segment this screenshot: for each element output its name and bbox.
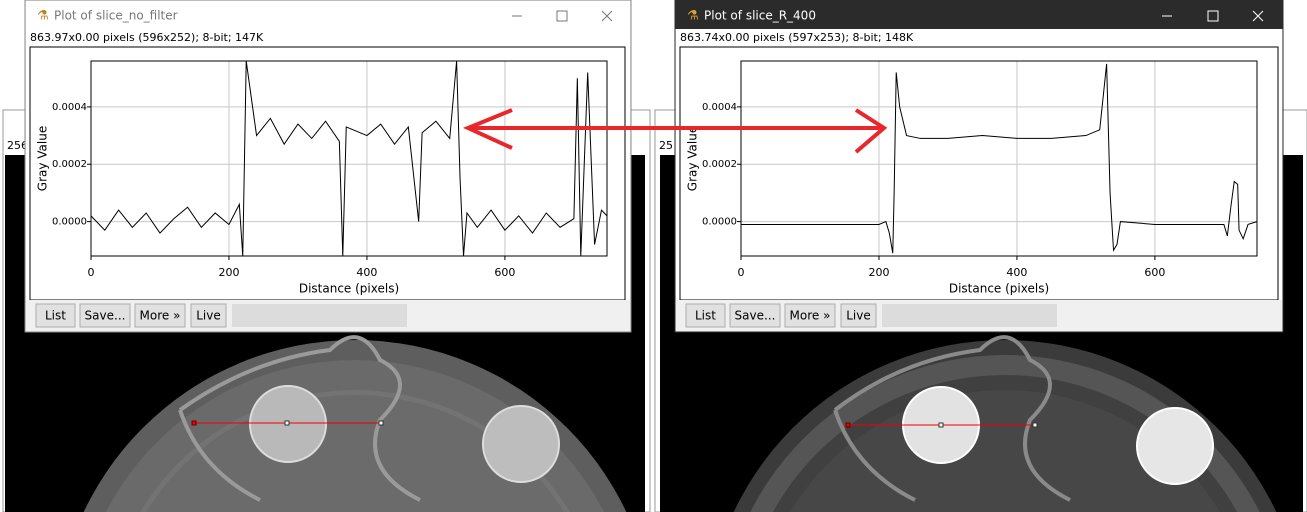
maximize[interactable] — [1207, 10, 1219, 22]
window-info: 256 — [7, 139, 28, 152]
y-axis-label: Gray Value — [36, 126, 50, 191]
button-label[interactable]: More » — [140, 309, 181, 323]
status-field — [882, 304, 1057, 327]
y-tick-label: 0.0000 — [702, 217, 737, 228]
plot-frame — [740, 60, 1258, 257]
button[interactable] — [729, 303, 781, 328]
window-info: 25 — [659, 139, 673, 152]
x-tick-label: 600 — [494, 266, 515, 279]
x-tick-label: 200 — [218, 266, 239, 279]
x-tick-label: 400 — [356, 266, 377, 279]
y-tick-label: 0.0002 — [52, 159, 87, 170]
button[interactable] — [840, 303, 877, 328]
button-label[interactable]: List — [45, 309, 66, 323]
plot-window: ⚗ Plot of slice_R_400 863.74x0.00 pixels… — [674, 0, 1284, 333]
plot-window: ⚗ Plot of slice_no_filter 863.97x0.00 pi… — [24, 0, 632, 333]
y-axis-label: Gray Value — [686, 126, 700, 191]
x-tick-label: 200 — [868, 266, 889, 279]
svg-text:⚗: ⚗ — [37, 9, 49, 24]
annotation-arrow — [462, 108, 888, 154]
button[interactable] — [685, 303, 726, 328]
window-info: 863.74x0.00 pixels (597x253); 8-bit; 148… — [680, 31, 914, 44]
x-tick-label: 400 — [1006, 266, 1027, 279]
button-label[interactable]: List — [695, 309, 716, 323]
window-title: Plot of slice_no_filter — [54, 9, 178, 23]
window-title: Plot of slice_R_400 — [704, 9, 816, 23]
x-axis-label: Distance (pixels) — [299, 282, 399, 296]
close[interactable] — [1252, 10, 1264, 22]
button[interactable] — [79, 303, 131, 328]
button-label[interactable]: Live — [196, 309, 221, 323]
y-tick-label: 0.0004 — [52, 102, 87, 113]
plot-frame — [90, 60, 608, 257]
x-tick-label: 0 — [88, 266, 95, 279]
data-line — [741, 63, 1258, 254]
window-info: 863.97x0.00 pixels (596x252); 8-bit; 147… — [30, 31, 264, 44]
button[interactable] — [35, 303, 76, 328]
button-label[interactable]: Live — [846, 309, 871, 323]
close[interactable] — [601, 10, 613, 22]
button-label[interactable]: Save... — [85, 309, 126, 323]
x-axis-label: Distance (pixels) — [949, 282, 1049, 296]
y-tick-label: 0.0002 — [702, 159, 737, 170]
x-tick-label: 600 — [1144, 266, 1165, 279]
button[interactable] — [784, 303, 836, 328]
y-tick-label: 0.0000 — [52, 217, 87, 228]
status-field — [232, 304, 407, 327]
y-tick-label: 0.0004 — [702, 102, 737, 113]
button-label[interactable]: More » — [790, 309, 831, 323]
maximize[interactable] — [556, 10, 568, 22]
data-line — [90, 60, 608, 257]
button[interactable] — [190, 303, 227, 328]
x-tick-label: 0 — [738, 266, 745, 279]
button-label[interactable]: Save... — [735, 309, 776, 323]
svg-text:⚗: ⚗ — [687, 9, 699, 24]
button[interactable] — [134, 303, 186, 328]
